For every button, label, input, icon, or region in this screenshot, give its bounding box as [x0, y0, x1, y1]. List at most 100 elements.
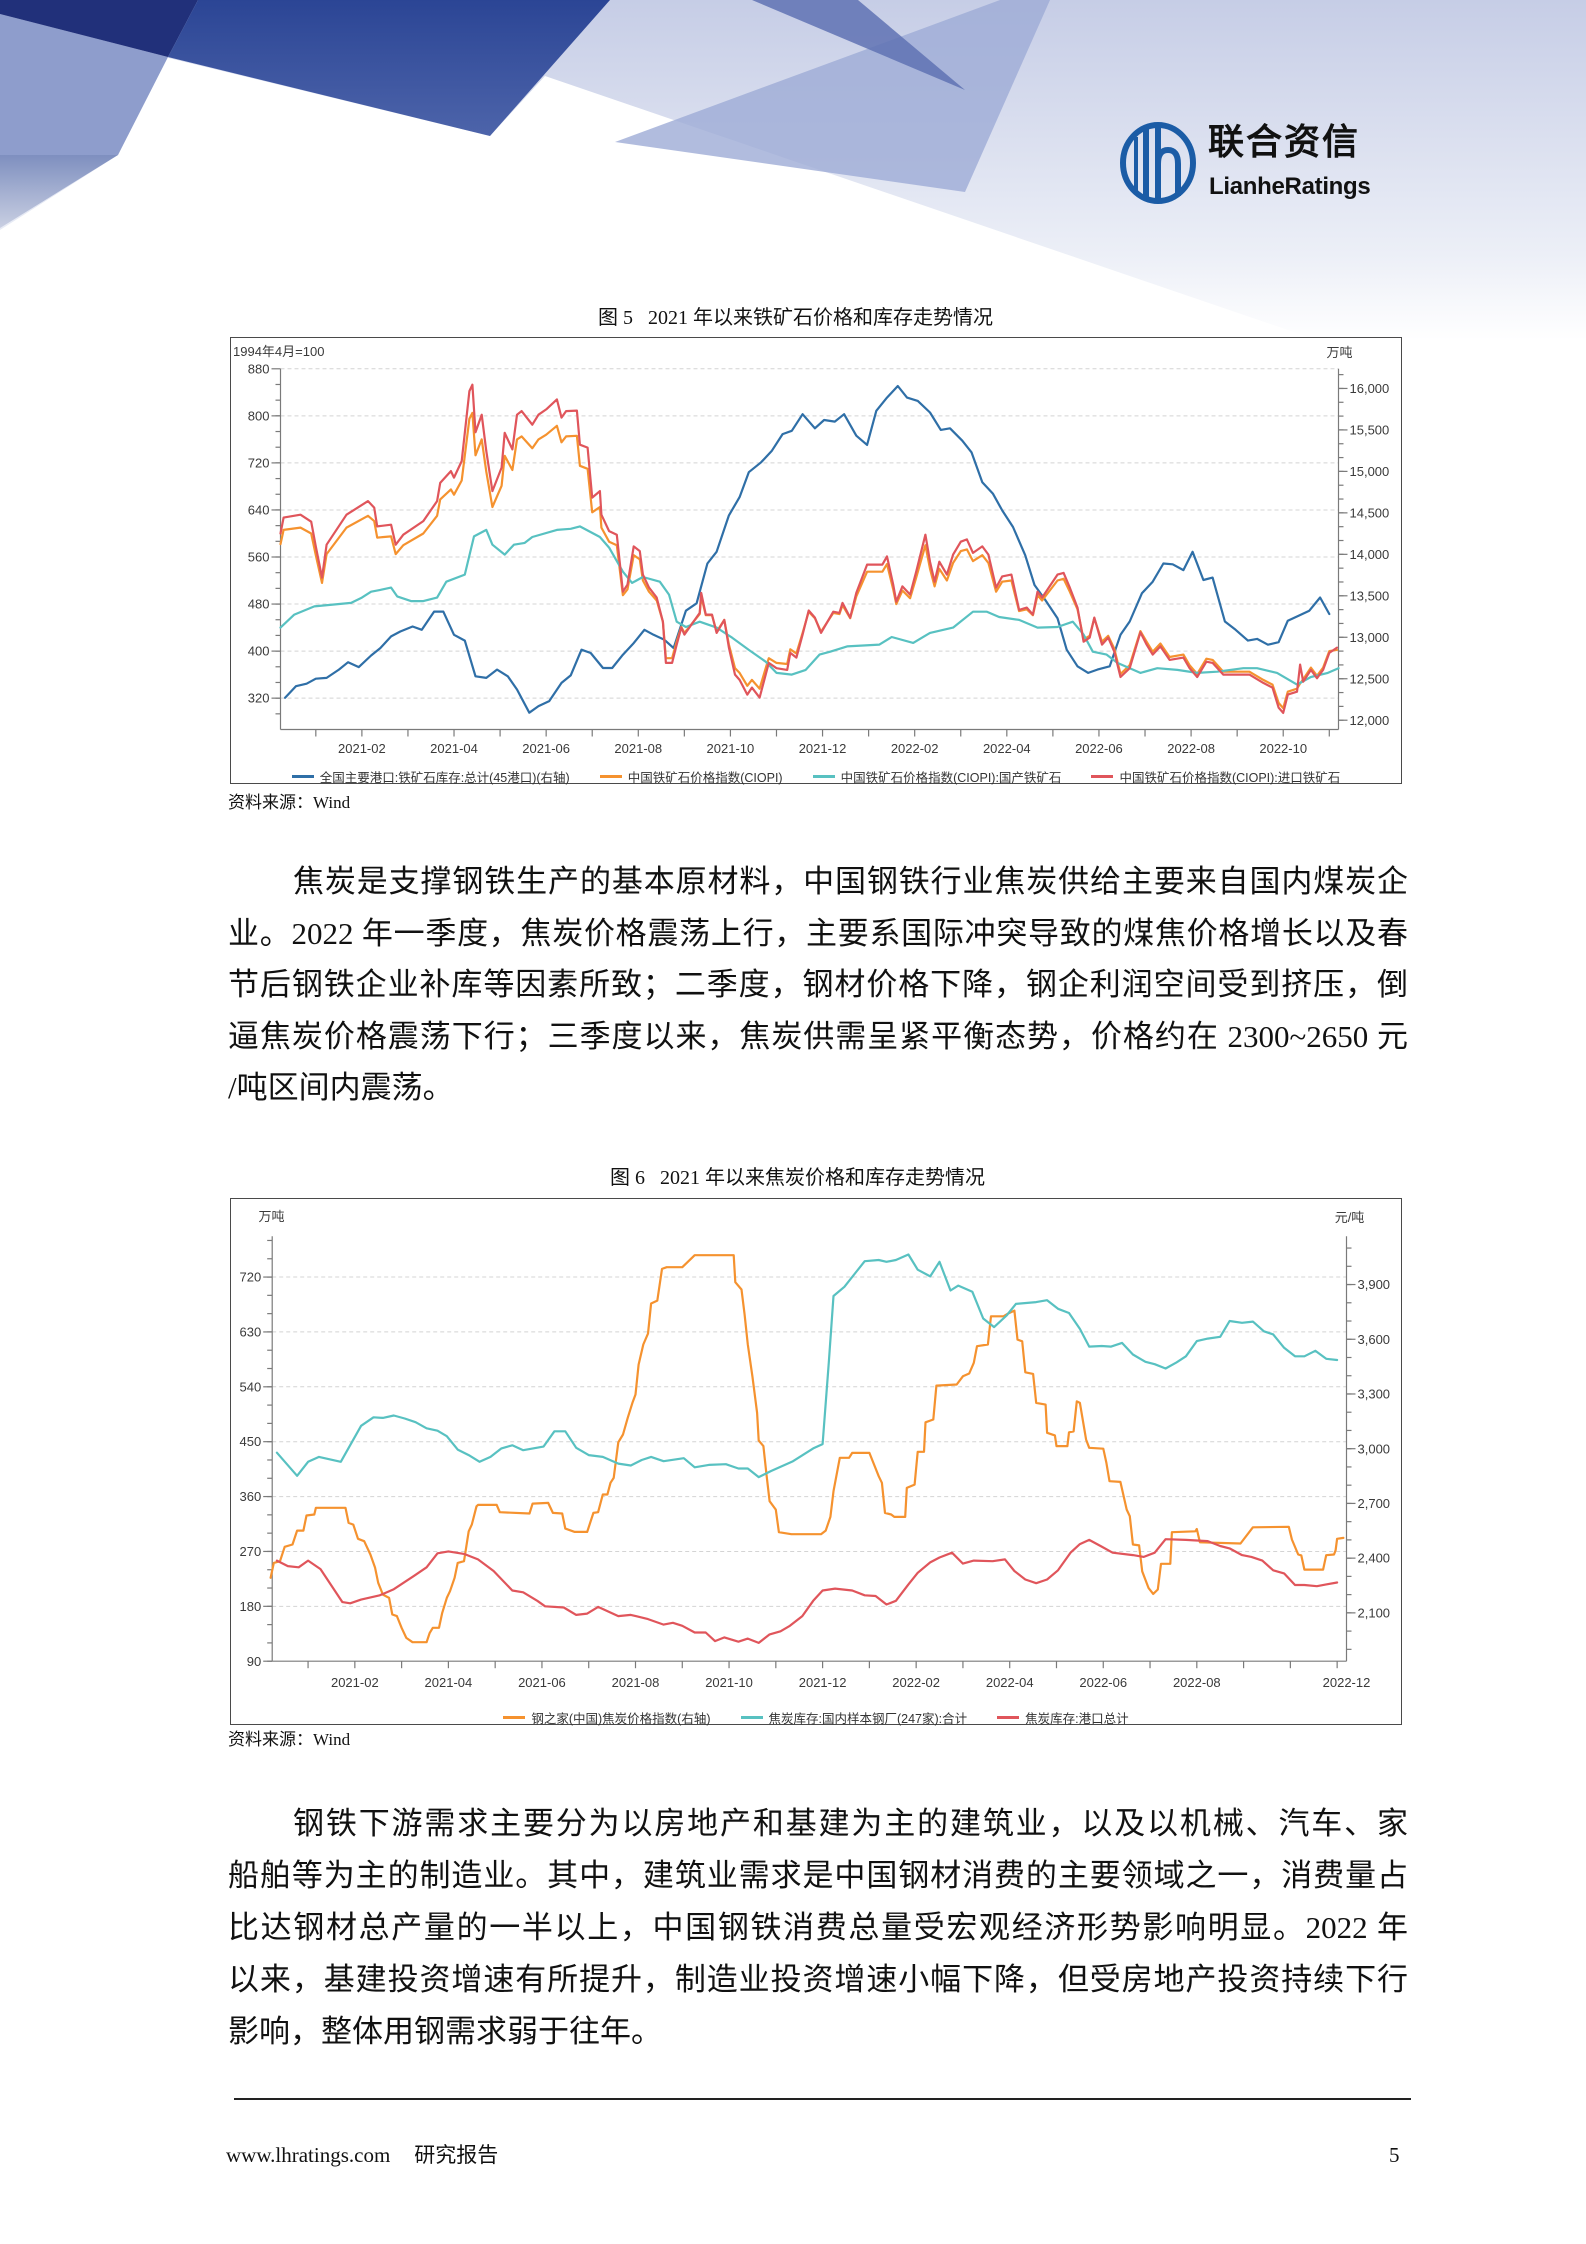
legend-swatch-icon: [599, 775, 622, 778]
left-tick-label: 180: [239, 1599, 261, 1614]
series-line: [279, 525, 1340, 686]
x-tick-label: 2021-10: [707, 741, 755, 756]
left-tick-label: 400: [248, 644, 270, 659]
series-lines: [269, 1253, 1345, 1644]
axes: 90 180 270 360 450 540 630 720 2,100 2,400 2,700 3,…: [239, 1209, 1390, 1690]
right-tick-label: 13,500: [1350, 588, 1390, 603]
header-banner: [0, 0, 1586, 340]
right-tick-label: 15,000: [1350, 464, 1390, 479]
legend-label: 全国主要港口:铁矿石库存:总计(45港口)(右轴): [319, 771, 570, 785]
legend-item: 钢之家(中国)焦炭价格指数(右轴): [503, 1708, 711, 1727]
paragraph-line: 船舶等为主的制造业。其中，建筑业需求是中国钢材消费的主要领域之一，消费量占: [228, 1858, 1408, 1893]
legend-label: 焦炭库存:国内样本钢厂(247家):合计: [768, 1712, 968, 1726]
footer-info: www.lhratings.com 研究报告: [226, 2143, 498, 2167]
legend-swatch-icon: [503, 1716, 526, 1719]
x-tick-label: 2021-06: [522, 741, 570, 756]
right-tick-label: 16,000: [1350, 381, 1390, 396]
axes: 320 400 480 560 640 720 800 880 12,000 12,500 13,0…: [233, 344, 1389, 756]
left-tick-label: 880: [248, 361, 270, 376]
x-tick-label: 2022-10: [1259, 741, 1307, 756]
x-tick-label: 2021-02: [331, 1675, 379, 1690]
figure-5-plot: 320 400 480 560 640 720 800 880 12,000 12,500 13,0…: [233, 344, 1389, 756]
x-tick-label: 2021-12: [799, 1675, 847, 1690]
right-tick-label: 13,000: [1350, 630, 1390, 645]
figure-6-source: 资料来源：Wind: [228, 1730, 351, 1749]
logo-chinese-name: 联合资信: [1208, 122, 1361, 163]
x-tick-label: 2022-08: [1167, 741, 1215, 756]
x-tick-label: 2022-02: [892, 1675, 940, 1690]
series-line: [275, 1538, 1339, 1644]
x-tick-label: 2021-08: [612, 1675, 660, 1690]
footer-doc-type: 研究报告: [414, 2143, 499, 2167]
left-tick-label: 800: [248, 408, 270, 423]
header-white-wedge: [0, 57, 1317, 340]
right-tick-label: 12,500: [1350, 671, 1390, 686]
left-tick-label: 90: [247, 1654, 261, 1669]
legend-item: 中国铁矿石价格指数(CIOPI): [599, 767, 783, 786]
legend-label: 中国铁矿石价格指数(CIOPI): [627, 771, 783, 785]
right-tick-label: 15,500: [1350, 422, 1390, 437]
logo-english-name: LianheRatings: [1209, 173, 1371, 200]
figure-6-plot: 90 180 270 360 450 540 630 720 2,100 2,400 2,700 3,…: [239, 1209, 1390, 1690]
figure-6-caption: 图 6 2021 年以来焦炭价格和库存走势情况: [610, 1167, 985, 1189]
x-tick-label: 2021-12: [799, 741, 847, 756]
gridlines: [280, 368, 1339, 699]
series-line: [279, 411, 1339, 710]
footer-divider: [234, 2098, 1411, 2100]
left-tick-label: 480: [248, 597, 270, 612]
paragraph-line: 钢铁下游需求主要分为以房地产和基建为主的建筑业，以及以机械、汽车、家电、: [293, 1806, 1408, 1841]
legend-swatch-icon: [812, 775, 835, 778]
legend-item: 中国铁矿石价格指数(CIOPI):进口铁矿石: [1091, 767, 1340, 786]
legend-label: 中国铁矿石价格指数(CIOPI):进口铁矿石: [1119, 771, 1341, 785]
series-line: [279, 383, 1339, 714]
right-tick-label: 3,300: [1358, 1387, 1391, 1402]
paragraph-line: 业。2022 年一季度，焦炭价格震荡上行，主要系国际冲突导致的煤焦价格增长以及春: [228, 915, 1408, 951]
left-tick-label: 270: [239, 1544, 261, 1559]
left-axis-title: 1994年4月=100: [233, 344, 324, 359]
footer-website: www.lhratings.com: [226, 2143, 391, 2167]
logo-mark-icon: [1120, 122, 1196, 204]
x-tick-label: 2021-04: [430, 741, 478, 756]
paragraph-line: /吨区间内震荡。: [228, 1070, 454, 1105]
header-shape-navy: [0, 0, 198, 57]
left-tick-label: 720: [239, 1270, 261, 1285]
legend-item: 焦炭库存:国内样本钢厂(247家):合计: [740, 1708, 968, 1727]
body-paragraph-coke: 焦炭是支撑钢铁生产的基本原材料，中国钢铁行业焦炭供给主要来自国内煤炭企 业。20…: [228, 856, 1408, 1114]
left-axis-title: 万吨: [258, 1209, 284, 1224]
left-tick-label: 450: [239, 1434, 261, 1449]
right-tick-label: 14,500: [1350, 505, 1390, 520]
x-tick-label: 2022-06: [1075, 741, 1123, 756]
x-tick-label: 2022-06: [1079, 1675, 1127, 1690]
x-tick-label: 2022-04: [986, 1675, 1034, 1690]
paragraph-line: 影响，整体用钢需求弱于往年。: [228, 2014, 662, 2049]
left-tick-label: 630: [239, 1324, 261, 1339]
legend-label: 钢之家(中国)焦炭价格指数(右轴): [531, 1712, 711, 1726]
left-tick-label: 320: [248, 691, 270, 706]
right-tick-label: 3,900: [1358, 1277, 1391, 1292]
paragraph-line: 节后钢铁企业补库等因素所致；二季度，钢材价格下降，钢企利润空间受到挤压，倒: [228, 967, 1408, 1002]
x-tick-label: 2021-10: [705, 1675, 753, 1690]
x-tick-label: 2022-04: [983, 741, 1031, 756]
left-tick-label: 640: [248, 503, 270, 518]
legend-label: 中国铁矿石价格指数(CIOPI):国产铁矿石: [840, 771, 1062, 785]
figure-5-legend: 全国主要港口:铁矿石库存:总计(45港口)(右轴) 中国铁矿石价格指数(CIOP…: [231, 768, 1401, 786]
x-tick-label: 2021-06: [518, 1675, 566, 1690]
legend-item: 焦炭库存:港口总计: [997, 1708, 1129, 1727]
legend-swatch-icon: [291, 775, 314, 778]
series-lines: [279, 383, 1340, 714]
x-tick-label: 2021-04: [425, 1675, 473, 1690]
header-shape-mid-right: [752, 0, 965, 90]
legend-item: 中国铁矿石价格指数(CIOPI):国产铁矿石: [812, 767, 1062, 786]
body-paragraph-demand: 钢铁下游需求主要分为以房地产和基建为主的建筑业，以及以机械、汽车、家电、 船舶等…: [228, 1798, 1408, 2058]
left-tick-label: 720: [248, 455, 270, 470]
figure-5-chart: 320 400 480 560 640 720 800 880 12,000 12,500 13,0…: [230, 337, 1402, 786]
page-number: 5: [1389, 2143, 1400, 2167]
legend-swatch-icon: [997, 1716, 1020, 1719]
figure-5-caption: 图 5 2021 年以来铁矿石价格和库存走势情况: [598, 307, 993, 329]
x-tick-label: 2021-08: [614, 741, 662, 756]
left-tick-label: 560: [248, 550, 270, 565]
right-tick-label: 2,400: [1358, 1551, 1391, 1566]
legend-item: 全国主要港口:铁矿石库存:总计(45港口)(右轴): [291, 767, 570, 786]
header-shape-pale-right: [615, 0, 1050, 192]
series-line: [269, 1254, 1345, 1644]
